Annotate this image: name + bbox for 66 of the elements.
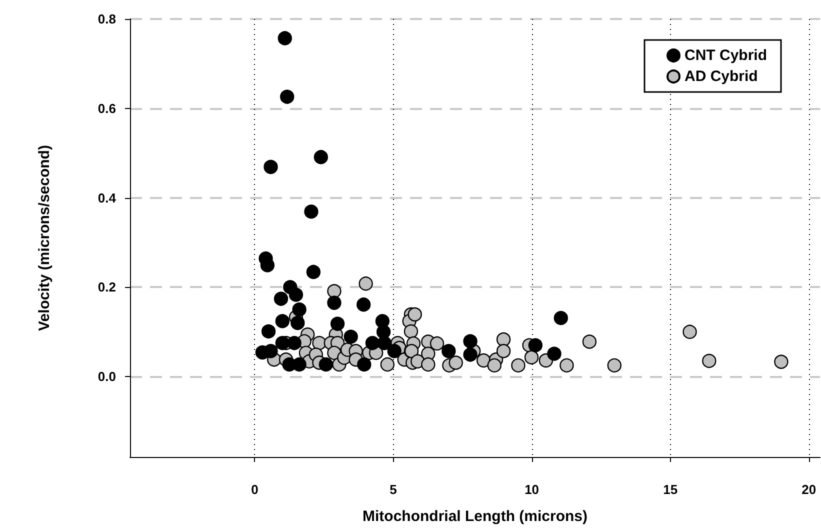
point bbox=[376, 324, 391, 339]
point bbox=[275, 314, 290, 328]
point bbox=[306, 264, 321, 280]
point bbox=[387, 344, 402, 358]
y-tick-label: 0.2 bbox=[98, 280, 116, 295]
point bbox=[528, 338, 543, 352]
point bbox=[261, 324, 276, 339]
point bbox=[463, 334, 478, 348]
point bbox=[582, 334, 597, 349]
y-tick-label: 0.8 bbox=[98, 12, 116, 26]
point bbox=[511, 358, 526, 372]
point bbox=[547, 346, 562, 361]
point bbox=[421, 357, 436, 372]
point bbox=[292, 357, 306, 372]
point bbox=[344, 330, 358, 344]
point bbox=[327, 284, 342, 298]
point bbox=[304, 204, 318, 219]
point bbox=[682, 324, 697, 339]
x-axis-title: Mitochondrial Length (microns) bbox=[362, 508, 588, 525]
point bbox=[404, 324, 418, 339]
x-tick-label: 0 bbox=[251, 482, 258, 497]
point bbox=[380, 357, 395, 372]
point bbox=[327, 296, 342, 310]
y-tick-label: 0.4 bbox=[98, 190, 117, 206]
point bbox=[280, 90, 294, 104]
point bbox=[524, 350, 539, 364]
x-tick-label: 10 bbox=[524, 482, 540, 497]
x-tick-label: 5 bbox=[390, 482, 397, 497]
point bbox=[275, 336, 290, 350]
x-tick-label: 20 bbox=[802, 482, 816, 497]
point bbox=[560, 358, 574, 372]
point bbox=[357, 357, 372, 372]
y-axis-title: Velocity (microns/second) bbox=[36, 145, 53, 331]
point bbox=[496, 332, 511, 347]
point bbox=[356, 297, 371, 312]
point bbox=[292, 302, 306, 317]
point bbox=[314, 150, 328, 164]
point bbox=[463, 348, 478, 362]
point bbox=[278, 31, 292, 46]
point bbox=[702, 354, 716, 368]
legend-label: AD Cybrid bbox=[684, 68, 758, 85]
point bbox=[365, 336, 380, 350]
point bbox=[318, 357, 334, 372]
point bbox=[496, 344, 511, 358]
point bbox=[260, 258, 275, 272]
point bbox=[774, 354, 788, 369]
x-tick-label: 15 bbox=[663, 482, 678, 497]
point bbox=[430, 336, 444, 351]
point bbox=[408, 307, 422, 322]
point bbox=[358, 276, 373, 291]
point bbox=[476, 353, 491, 368]
point bbox=[288, 288, 304, 302]
point bbox=[330, 316, 345, 331]
point bbox=[442, 344, 456, 358]
point bbox=[264, 160, 278, 174]
point bbox=[487, 358, 502, 372]
point bbox=[607, 358, 622, 372]
point bbox=[448, 356, 463, 370]
point bbox=[264, 344, 278, 358]
point bbox=[274, 292, 288, 306]
point bbox=[554, 310, 568, 326]
y-tick-label: 0.6 bbox=[98, 100, 116, 116]
point bbox=[287, 336, 302, 350]
legend-label: CNT Cybrid bbox=[684, 47, 767, 64]
y-tick-label: 0.0 bbox=[98, 369, 116, 384]
point bbox=[290, 316, 305, 330]
